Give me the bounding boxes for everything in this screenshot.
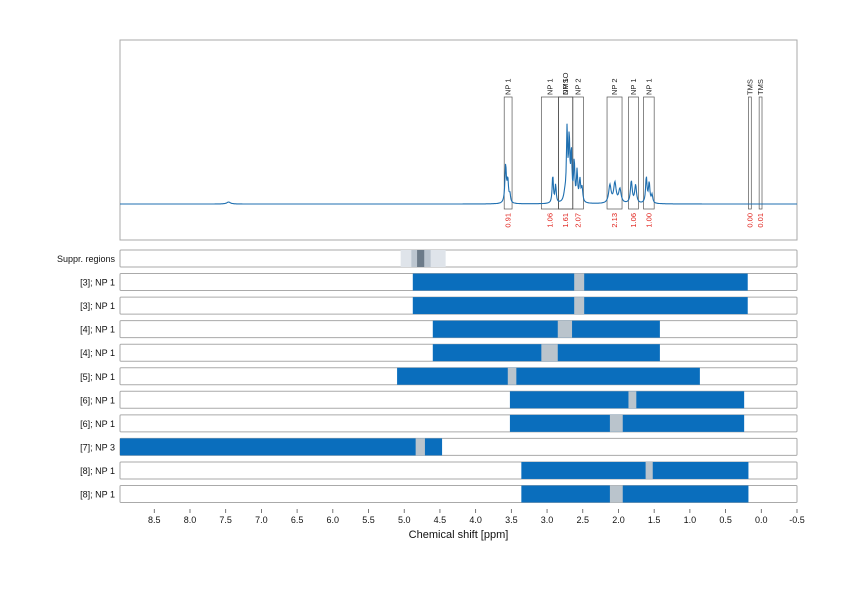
range-gap: [628, 391, 637, 409]
integral-value: 1.61: [561, 213, 570, 228]
row-label: [3]; NP 1: [80, 278, 115, 288]
integral-value: 0.01: [756, 213, 765, 228]
integral-value: 2.13: [610, 213, 619, 228]
integration-box: [503, 96, 513, 210]
spectrum-line: [120, 123, 797, 205]
range-gap: [415, 438, 425, 456]
x-tick-label: 2.5: [577, 515, 590, 525]
x-tick-label: 0.0: [755, 515, 768, 525]
x-tick-label: 3.5: [505, 515, 518, 525]
integration-box: [748, 96, 752, 210]
x-tick-label: 6.0: [327, 515, 340, 525]
row-label: [7]; NP 3: [80, 442, 115, 452]
range-gap: [609, 414, 623, 432]
row-label: [4]; NP 1: [80, 348, 115, 358]
integral-value: 0.91: [504, 213, 513, 228]
row-label: [8]; NP 1: [80, 490, 115, 500]
x-tick-label: 8.5: [148, 515, 161, 525]
row-frame: [119, 249, 798, 268]
range-bar: [432, 320, 660, 338]
integration-label: NP 1: [644, 78, 653, 95]
x-tick-label: 5.0: [398, 515, 411, 525]
row-label: [8]; NP 1: [80, 466, 115, 476]
x-tick-label: 7.0: [255, 515, 268, 525]
integration-label: NP 2: [610, 78, 619, 95]
x-tick-label: 6.5: [291, 515, 304, 525]
x-tick-label: 8.0: [184, 515, 197, 525]
integration-label: NP 1: [545, 78, 554, 95]
integration-box: [606, 96, 623, 210]
integration-label: NP 1: [561, 78, 570, 95]
range-gap: [541, 344, 558, 362]
range-gap: [557, 320, 573, 338]
row-label: [4]; NP 1: [80, 325, 115, 335]
x-tick-label: 4.0: [469, 515, 482, 525]
x-tick-label: 3.0: [541, 515, 554, 525]
x-tick-label: 5.5: [362, 515, 375, 525]
range-gap: [574, 273, 585, 291]
range-bar: [521, 461, 749, 479]
range-rows: Suppr. regions [3]; NP 1 [3]; NP 1 [4]; NP …: [57, 249, 798, 503]
x-tick-label: -0.5: [789, 515, 805, 525]
integral-value: 1.00: [644, 213, 653, 228]
range-gap: [507, 367, 517, 385]
integration-label: NP 2: [574, 78, 583, 95]
spectrum-frame: [119, 39, 798, 241]
range-gap: [645, 461, 653, 479]
range-bar: [521, 485, 749, 503]
x-tick-label: 1.5: [648, 515, 661, 525]
range-bar: [509, 391, 745, 409]
integration-label: NP 1: [629, 78, 638, 95]
row-label: Suppr. regions: [57, 254, 116, 264]
row-label: [6]; NP 1: [80, 395, 115, 405]
integration-label: TMS: [745, 79, 754, 95]
range-bar: [120, 438, 443, 456]
integration-box: [643, 96, 655, 210]
x-axis-label: Chemical shift [ppm]: [409, 529, 509, 541]
integration-label: TMS: [756, 79, 765, 95]
integration-box: [628, 96, 639, 210]
integral-value: 2.07: [574, 213, 583, 228]
row-label: [6]; NP 1: [80, 419, 115, 429]
integration-label: NP 1: [504, 78, 513, 95]
integration-box: [758, 96, 763, 210]
range-gap: [574, 297, 585, 315]
integration-label: DMSO: [561, 72, 570, 95]
x-tick-label: 4.5: [434, 515, 447, 525]
range-gap: [609, 485, 623, 503]
range-bar: [509, 414, 745, 432]
range-bar: [397, 367, 700, 385]
integral-value: 1.06: [629, 213, 638, 228]
x-tick-label: 0.5: [719, 515, 732, 525]
integral-value: 0.00: [745, 213, 754, 228]
row-label: [5]; NP 1: [80, 372, 115, 382]
x-tick-label: 1.0: [684, 515, 697, 525]
x-tick-label: 7.5: [219, 515, 232, 525]
spectrum-panel: NP 1 0.91 NP 1 1.06 DMSO 1.61 NP 1 NP 2 2.07 NP 2…: [119, 39, 798, 241]
integral-value: 1.06: [545, 213, 554, 228]
x-axis: 8.5 8.0 7.5 7.0 6.5 6.0 5.5 5.0 4.5 4.0 3.5 3.0 2.5 2…: [148, 509, 805, 525]
row-label: [3]; NP 1: [80, 301, 115, 311]
x-tick-label: 2.0: [612, 515, 625, 525]
suppression-inner: [417, 250, 425, 267]
integration-box: [572, 96, 584, 210]
